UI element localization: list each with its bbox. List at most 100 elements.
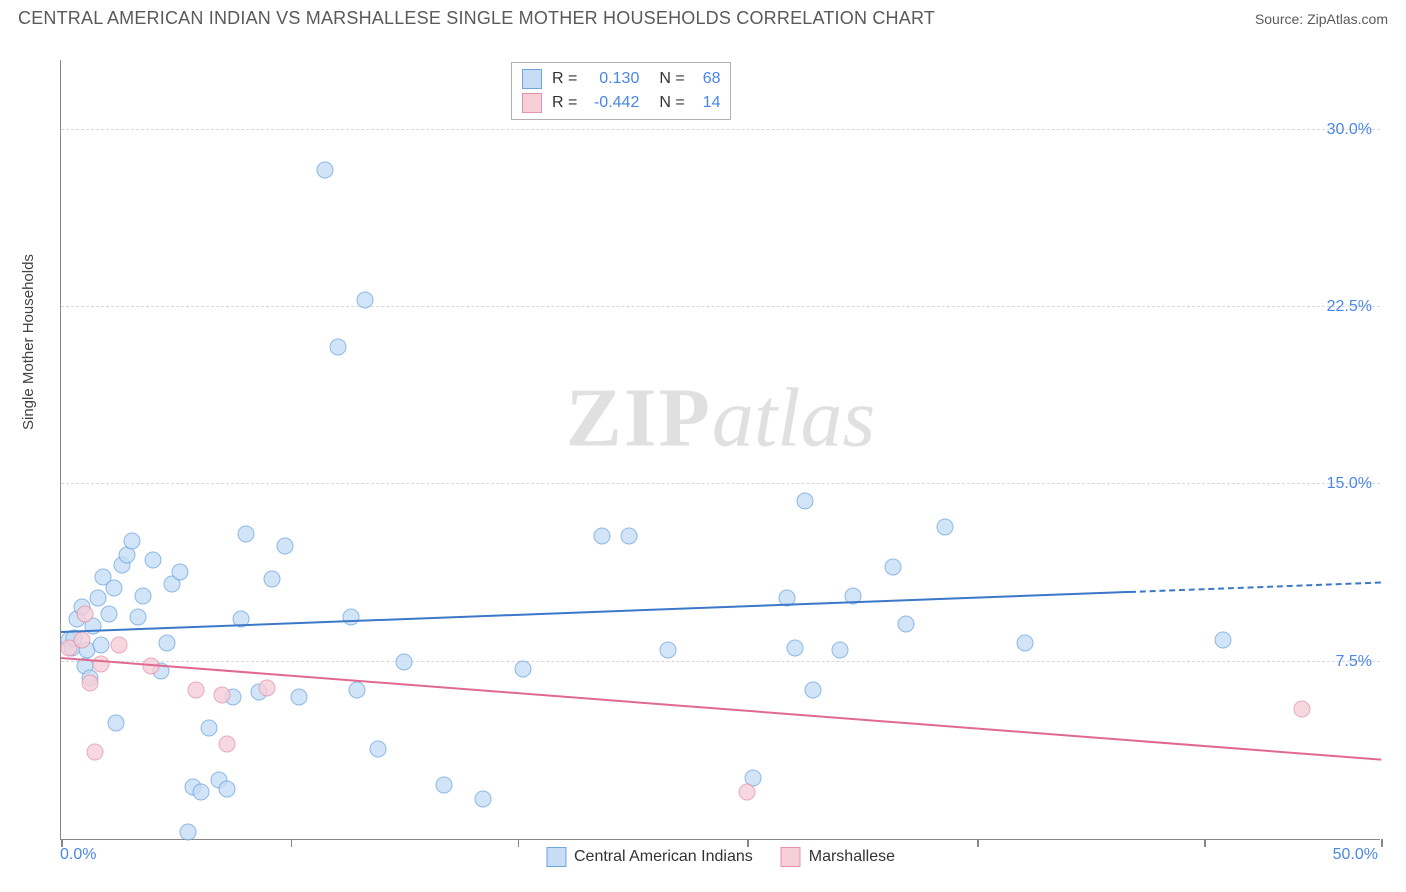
data-point-cai [884, 559, 901, 576]
y-tick-label: 22.5% [1327, 298, 1372, 316]
data-point-cai [105, 580, 122, 597]
data-point-cai [343, 608, 360, 625]
corr-legend-row: R = -0.442 N = 14 [522, 91, 720, 115]
legend-swatch [522, 93, 542, 113]
data-point-cai [1016, 634, 1033, 651]
legend-swatch [781, 847, 801, 867]
data-point-cai [660, 641, 677, 658]
watermark: ZIPatlas [566, 370, 875, 467]
data-point-cai [179, 823, 196, 840]
watermark-zip: ZIP [566, 372, 712, 465]
data-point-cai [797, 493, 814, 510]
data-point-cai [124, 533, 141, 550]
legend-r-value: 0.130 [587, 70, 639, 88]
legend-r-label: R = [552, 70, 577, 88]
data-point-cai [171, 563, 188, 580]
gridline [61, 129, 1380, 130]
gridline [61, 661, 1380, 662]
data-point-mar [87, 743, 104, 760]
data-point-mar [739, 783, 756, 800]
data-point-cai [237, 526, 254, 543]
data-point-cai [435, 776, 452, 793]
data-point-cai [348, 682, 365, 699]
x-tick [747, 839, 749, 847]
chart-title: CENTRAL AMERICAN INDIAN VS MARSHALLESE S… [18, 8, 935, 29]
chart-source: Source: ZipAtlas.com [1255, 11, 1388, 27]
data-point-mar [214, 686, 231, 703]
data-point-cai [620, 528, 637, 545]
data-point-cai [277, 537, 294, 554]
data-point-cai [134, 587, 151, 604]
data-point-mar [92, 656, 109, 673]
legend-r-value: -0.442 [587, 94, 639, 112]
data-point-mar [111, 637, 128, 654]
data-point-mar [74, 632, 91, 649]
data-point-mar [82, 675, 99, 692]
data-point-cai [1214, 632, 1231, 649]
data-point-cai [145, 552, 162, 569]
legend-n-label: N = [659, 70, 684, 88]
data-point-cai [89, 589, 106, 606]
series-legend: Central American Indians Marshallese [546, 847, 895, 867]
data-point-cai [158, 634, 175, 651]
x-axis-max-label: 50.0% [1333, 846, 1378, 864]
legend-item: Marshallese [781, 847, 895, 867]
gridline [61, 306, 1380, 307]
data-point-cai [129, 608, 146, 625]
gridline [61, 483, 1380, 484]
data-point-cai [108, 715, 125, 732]
data-point-cai [396, 653, 413, 670]
data-point-mar [187, 682, 204, 699]
data-point-mar [219, 736, 236, 753]
trend-line [61, 591, 1130, 633]
y-tick-label: 7.5% [1336, 653, 1372, 671]
data-point-cai [369, 741, 386, 758]
trend-line-extrapolated [1130, 582, 1381, 593]
data-point-cai [831, 641, 848, 658]
data-point-cai [200, 719, 217, 736]
legend-r-label: R = [552, 94, 577, 112]
plot-region: ZIPatlas R =0.130N =68R =-0.442N =14 Cen… [60, 60, 1380, 840]
legend-swatch [546, 847, 566, 867]
data-point-cai [356, 292, 373, 309]
data-point-cai [92, 637, 109, 654]
data-point-cai [475, 790, 492, 807]
y-tick-label: 30.0% [1327, 121, 1372, 139]
legend-label: Marshallese [809, 848, 895, 866]
trend-line [61, 657, 1381, 761]
data-point-cai [805, 682, 822, 699]
legend-n-value: 68 [703, 70, 721, 88]
data-point-cai [219, 781, 236, 798]
data-point-mar [258, 679, 275, 696]
legend-n-value: 14 [703, 94, 721, 112]
legend-n-label: N = [659, 94, 684, 112]
data-point-mar [76, 606, 93, 623]
legend-item: Central American Indians [546, 847, 753, 867]
legend-label: Central American Indians [574, 848, 753, 866]
data-point-cai [937, 519, 954, 536]
x-tick [518, 839, 520, 847]
x-axis-min-label: 0.0% [60, 846, 96, 864]
data-point-cai [264, 571, 281, 588]
data-point-cai [100, 606, 117, 623]
correlation-legend: R = 0.130 N = 68 R = -0.442 N = 14 [511, 62, 731, 120]
data-point-cai [897, 615, 914, 632]
x-tick [977, 839, 979, 847]
data-point-cai [330, 339, 347, 356]
data-point-cai [594, 528, 611, 545]
x-tick [291, 839, 293, 847]
legend-swatch [522, 69, 542, 89]
chart-area: Single Mother Households ZIPatlas R =0.1… [50, 60, 1390, 840]
x-tick [1381, 839, 1383, 847]
data-point-cai [290, 689, 307, 706]
y-tick-label: 15.0% [1327, 475, 1372, 493]
data-point-cai [786, 639, 803, 656]
data-point-cai [192, 783, 209, 800]
data-point-mar [1293, 701, 1310, 718]
watermark-atlas: atlas [712, 372, 875, 465]
corr-legend-row: R = 0.130 N = 68 [522, 67, 720, 91]
y-axis-label: Single Mother Households [20, 254, 37, 430]
x-tick [1204, 839, 1206, 847]
data-point-cai [515, 660, 532, 677]
data-point-cai [317, 162, 334, 179]
